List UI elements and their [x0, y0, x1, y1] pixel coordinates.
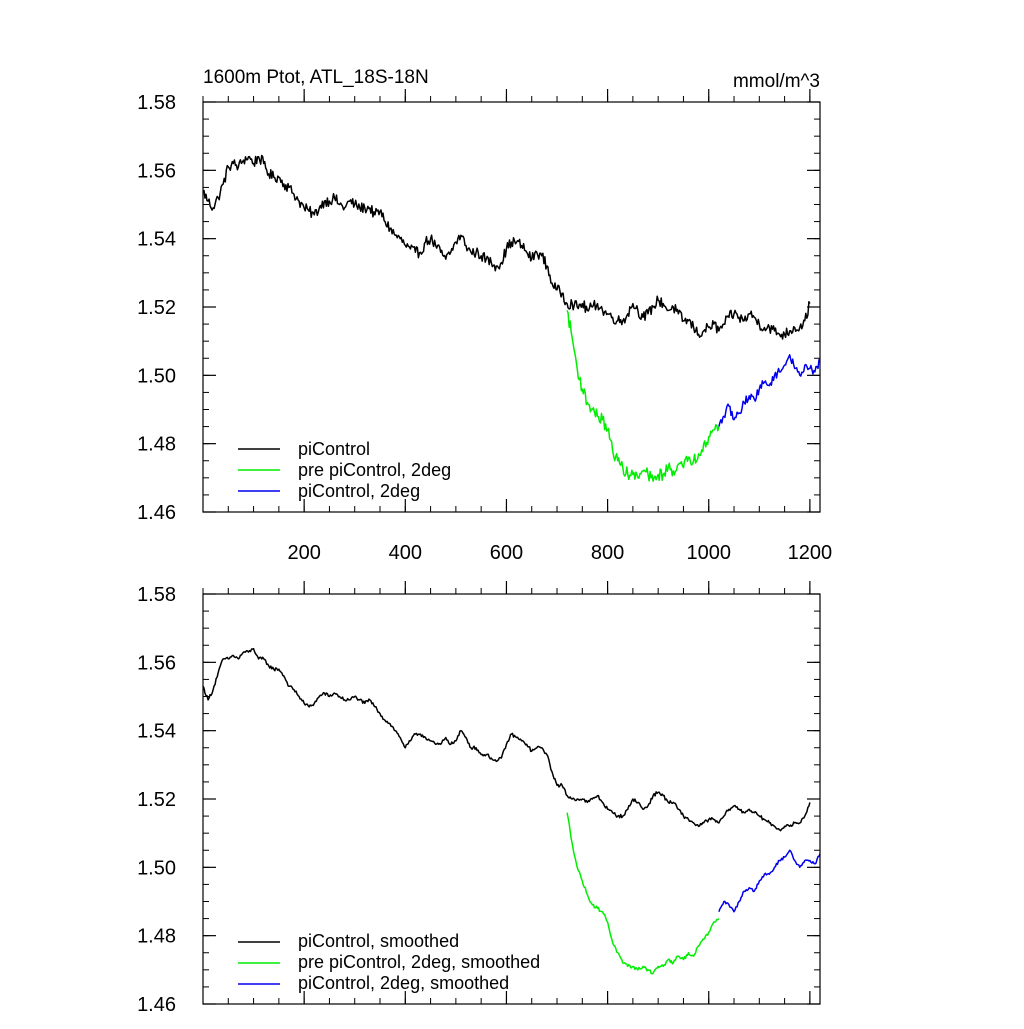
- y-tick-label: 1.58: [137, 584, 176, 606]
- top-panel: 1600m Ptot, ATL_18S-18N mmol/m^3 1.461.4…: [137, 67, 832, 564]
- top-axis-layer: 1.46 1.48 1.50 1.52 1.54 1.56 1.58 200 400 600 800…: [137, 89, 832, 564]
- y-tick-label: 1.50: [137, 365, 176, 387]
- legend-label-picontrol: piControl: [298, 439, 370, 459]
- y-tick-label: 1.54: [137, 721, 176, 743]
- top-panel-title: 1600m Ptot, ATL_18S-18N: [203, 67, 429, 88]
- top-series-layer: [202, 154, 821, 482]
- series-line-pre-picontrol-2deg: [566, 310, 720, 482]
- x-tick-label: 1200: [788, 542, 833, 564]
- series-line-pre-picontrol-2deg-smoothed: [566, 812, 720, 975]
- x-tick-label: 600: [490, 542, 523, 564]
- y-tick-label: 1.56: [137, 160, 176, 182]
- y-tick-label: 1.52: [137, 789, 176, 811]
- y-tick-label: 1.46: [137, 994, 176, 1016]
- series-line-picontrol-2deg-smoothed: [718, 849, 821, 913]
- y-tick-label: 1.54: [137, 229, 176, 251]
- series-line-picontrol-2deg: [718, 354, 821, 427]
- x-tick-label: 200: [287, 542, 320, 564]
- bottom-plot-frame: [202, 593, 821, 1005]
- bottom-panel: 1.46 1.48 1.50 1.52 1.54 1.56 1.58 piControl, …: [137, 581, 821, 1016]
- y-tick-label: 1.48: [137, 926, 176, 948]
- legend-label-picontrol-2deg: piControl, 2deg: [298, 481, 420, 501]
- top-panel-units: mmol/m^3: [733, 71, 820, 92]
- bottom-series-layer: [202, 647, 821, 975]
- series-line-picontrol-smoothed: [202, 647, 811, 832]
- top-legend: piControl pre piControl, 2deg piControl,…: [238, 439, 451, 501]
- y-tick-label: 1.58: [137, 92, 176, 114]
- legend-label-pre-picontrol-2deg: pre piControl, 2deg: [298, 460, 451, 480]
- legend-label-picontrol-smoothed: piControl, smoothed: [298, 931, 459, 951]
- bottom-legend: piControl, smoothed pre piControl, 2deg,…: [238, 931, 540, 993]
- y-tick-label: 1.50: [137, 857, 176, 879]
- y-tick-label: 1.52: [137, 297, 176, 319]
- top-plot-frame: [202, 101, 821, 513]
- x-tick-label: 1000: [686, 542, 731, 564]
- legend-label-pre-picontrol-2deg-smoothed: pre piControl, 2deg, smoothed: [298, 952, 540, 972]
- series-line-picontrol: [202, 154, 811, 340]
- x-tick-label: 800: [591, 542, 624, 564]
- y-tick-label: 1.48: [137, 434, 176, 456]
- y-tick-label: 1.56: [137, 652, 176, 674]
- y-tick-label: 1.46: [137, 502, 176, 524]
- x-tick-label: 400: [389, 542, 422, 564]
- legend-label-picontrol-2deg-smoothed: piControl, 2deg, smoothed: [298, 973, 509, 993]
